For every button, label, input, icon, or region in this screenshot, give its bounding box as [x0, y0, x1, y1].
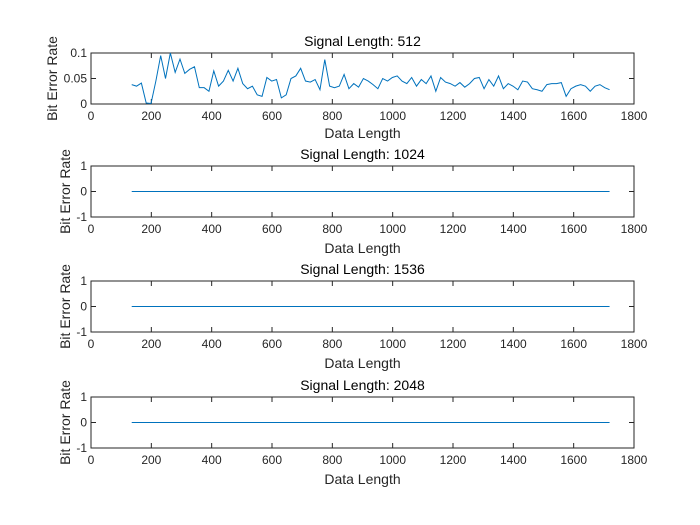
subplot-4: Signal Length: 2048 Data Length Bit Erro…	[57, 377, 648, 487]
y-tick-label: 0	[80, 97, 87, 111]
x-tick-label: 1200	[440, 337, 467, 351]
subplot-title-2: Signal Length: 1024	[300, 146, 425, 162]
ticks-1: 0 200 400 600 800 1000 1200 1400 1600 1800 0 0.05 0.…	[64, 46, 648, 123]
x-tick-label: 1200	[440, 222, 467, 236]
x-tick-label: 0	[88, 222, 95, 236]
y-tick-label: 0	[80, 300, 87, 314]
x-tick-label: 1600	[560, 222, 587, 236]
x-tick-label: 400	[202, 109, 222, 123]
x-axis-label-3: Data Length	[324, 355, 400, 371]
x-tick-label: 800	[322, 337, 342, 351]
x-tick-label: 400	[202, 453, 222, 467]
x-tick-label: 1600	[560, 109, 587, 123]
x-tick-label: 600	[262, 453, 282, 467]
subplot-1: Signal Length: 512 Data Length Bit Error…	[44, 33, 648, 141]
x-tick-label: 1200	[440, 109, 467, 123]
x-tick-label: 1800	[621, 453, 648, 467]
x-tick-label: 1000	[379, 453, 406, 467]
x-tick-label: 1400	[500, 453, 527, 467]
x-tick-label: 200	[141, 453, 161, 467]
x-tick-label: 1800	[621, 337, 648, 351]
x-tick-label: 1400	[500, 109, 527, 123]
y-axis-label-1: Bit Error Rate	[44, 36, 60, 121]
y-tick-label: 0	[80, 185, 87, 199]
x-tick-label: 400	[202, 222, 222, 236]
x-tick-label: 1200	[440, 453, 467, 467]
x-tick-label: 0	[88, 453, 95, 467]
ticks-2: 0 200 400 600 800 1000 1200 1400 1600 1800-101	[76, 159, 647, 236]
x-tick-label: 1400	[500, 337, 527, 351]
y-axis-label-3: Bit Error Rate	[57, 264, 73, 349]
axes-box-1	[90, 52, 635, 105]
x-tick-label: 1000	[379, 109, 406, 123]
x-tick-label: 0	[88, 337, 95, 351]
x-tick-label: 600	[262, 222, 282, 236]
x-tick-label: 600	[262, 337, 282, 351]
x-tick-label: 1800	[621, 222, 648, 236]
x-tick-label: 1000	[379, 222, 406, 236]
x-tick-label: 1400	[500, 222, 527, 236]
x-tick-label: 800	[322, 109, 342, 123]
x-axis-label-2: Data Length	[324, 240, 400, 256]
x-tick-label: 200	[141, 222, 161, 236]
y-axis-label-4: Bit Error Rate	[57, 380, 73, 465]
subplot-3: Signal Length: 1536 Data Length Bit Erro…	[57, 261, 648, 371]
x-tick-label: 200	[141, 337, 161, 351]
x-tick-label: 1800	[621, 109, 648, 123]
plot-area-1	[131, 52, 610, 105]
subplot-title-1: Signal Length: 512	[304, 33, 421, 49]
x-tick-label: 1000	[379, 337, 406, 351]
y-tick-label: 1	[80, 390, 87, 404]
ticks-4: 0 200 400 600 800 1000 1200 1400 1600 1800-101	[76, 390, 647, 467]
x-tick-label: 0	[88, 109, 95, 123]
y-tick-label: 0	[80, 416, 87, 430]
x-tick-label: 800	[322, 453, 342, 467]
x-tick-label: 1600	[560, 453, 587, 467]
x-tick-label: 1600	[560, 337, 587, 351]
x-axis-label-4: Data Length	[324, 471, 400, 487]
x-tick-label: 600	[262, 109, 282, 123]
x-tick-label: 800	[322, 222, 342, 236]
y-axis-label-2: Bit Error Rate	[57, 149, 73, 234]
subplot-title-3: Signal Length: 1536	[300, 261, 425, 277]
subplot-title-4: Signal Length: 2048	[300, 377, 425, 393]
y-tick-label: -1	[76, 210, 87, 224]
subplot-2: Signal Length: 1024 Data Length Bit Erro…	[57, 146, 648, 256]
y-tick-label: 1	[80, 159, 87, 173]
y-tick-label: 0.05	[64, 72, 88, 86]
y-tick-label: 0.1	[70, 46, 87, 60]
y-tick-label: -1	[76, 325, 87, 339]
y-tick-label: -1	[76, 441, 87, 455]
x-axis-label-1: Data Length	[324, 125, 400, 141]
ticks-3: 0 200 400 600 800 1000 1200 1400 1600 1800-101	[76, 274, 647, 351]
x-tick-label: 400	[202, 337, 222, 351]
x-tick-label: 200	[141, 109, 161, 123]
y-tick-label: 1	[80, 274, 87, 288]
series-line	[131, 52, 610, 105]
